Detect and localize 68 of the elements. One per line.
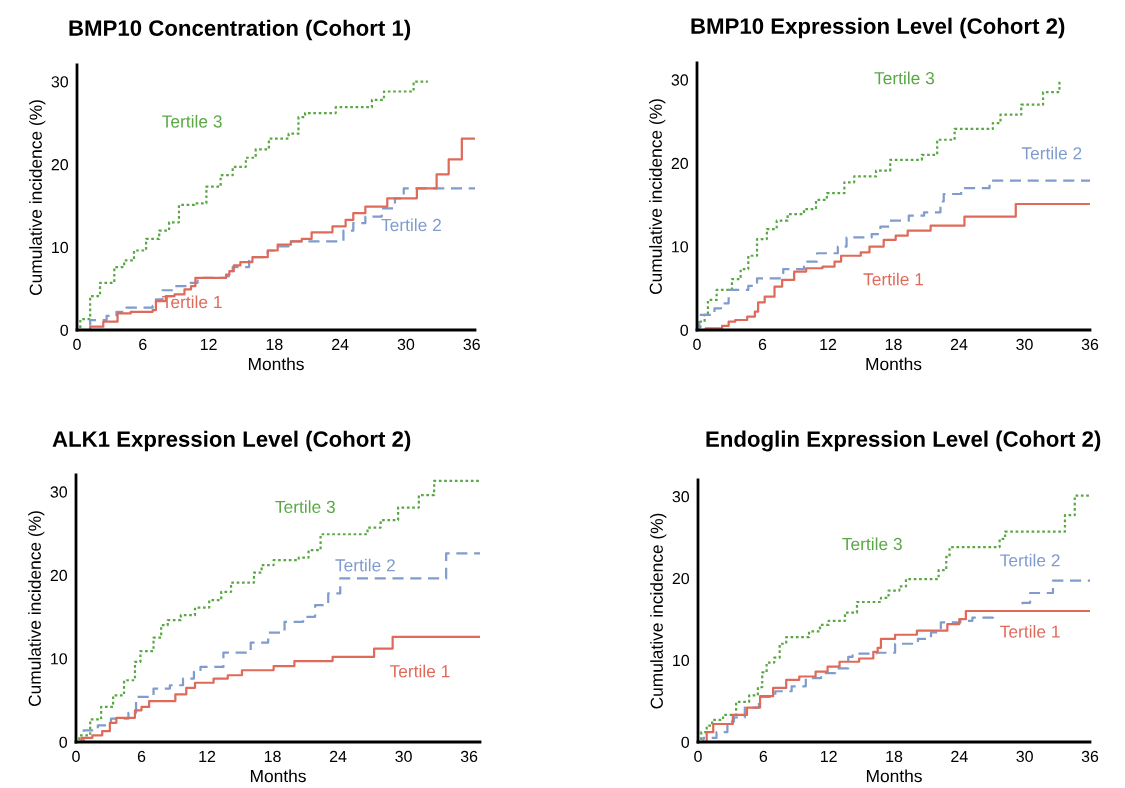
x-tick-label: 36	[1081, 750, 1099, 763]
x-axis-title: Months	[250, 769, 306, 783]
y-tick-label: 10	[672, 241, 689, 253]
y-axis-title: Cumulative incidence (%)	[29, 100, 46, 296]
y-axis-title: Cumulative incidence (%)	[28, 511, 45, 707]
y-axis-title: Cumulative incidence (%)	[649, 99, 666, 295]
x-tick-label: 12	[821, 750, 837, 762]
x-tick-label: 18	[885, 338, 902, 351]
y-tick-label: 20	[672, 572, 690, 585]
x-axis-title: Months	[248, 357, 304, 371]
text: Tertile 3	[162, 114, 222, 128]
chart-title: Endoglin Expression Level (Cohort 2)	[706, 430, 1101, 452]
x-tick-label: 24	[332, 338, 349, 350]
y-tick-label: 30	[671, 74, 689, 86]
y-tick-label: 10	[51, 653, 68, 665]
y-tick-label: 0	[680, 324, 689, 336]
x-tick-label: 0	[693, 338, 701, 351]
x-tick-label: 24	[329, 750, 347, 762]
x-tick-label: 12	[820, 338, 837, 350]
text: Tertile 3	[874, 71, 935, 85]
x-tick-label: 0	[72, 750, 80, 763]
y-tick-label: 0	[681, 736, 690, 748]
x-axis-title: Months	[866, 357, 922, 371]
x-tick-label: 30	[1016, 750, 1033, 763]
y-tick-label: 20	[51, 159, 69, 171]
y-tick-label: 20	[50, 569, 68, 582]
y-tick-label: 30	[51, 76, 69, 88]
series-label: Tertile 3	[275, 500, 335, 514]
x-tick-label: 24	[950, 338, 968, 350]
x-tick-label: 12	[199, 750, 216, 762]
x-tick-label: 30	[1016, 338, 1033, 351]
x-tick-label: 36	[463, 338, 480, 351]
x-tick-label: 6	[139, 338, 147, 351]
x-tick-label: 18	[264, 750, 281, 763]
x-tick-label: 18	[266, 338, 283, 351]
series-label: Tertile 1	[162, 295, 222, 309]
series-label: Tertile 3	[842, 537, 902, 551]
x-tick-label: 30	[395, 750, 412, 763]
series-label: Tertile 2	[381, 218, 441, 232]
x-tick-label: 0	[73, 338, 81, 351]
series-label: Tertile 1	[389, 664, 450, 678]
x-tick-label: 0	[694, 750, 702, 763]
x-tick-label: 36	[1081, 338, 1099, 351]
y-tick-label: 10	[673, 654, 690, 667]
x-tick-label: 18	[886, 750, 903, 763]
x-tick-label: 6	[758, 338, 767, 351]
series-label: Tertile 2	[1021, 146, 1082, 160]
series-label: Tertile 1	[1000, 625, 1060, 638]
x-tick-label: 6	[759, 750, 768, 763]
y-tick-label: 20	[671, 157, 689, 170]
x-tick-label: 36	[460, 750, 478, 763]
x-tick-label: 24	[951, 750, 968, 762]
chart-title: BMP10 Expression Level (Cohort 2)	[691, 17, 1065, 39]
series-label: Tertile 2	[335, 558, 395, 572]
x-tick-label: 6	[137, 750, 146, 763]
y-tick-label: 10	[52, 241, 69, 254]
series-label: Tertile 2	[1000, 553, 1060, 567]
series-label: Tertile 1	[863, 272, 924, 286]
x-axis-title: Months	[866, 769, 922, 783]
x-tick-label: 12	[200, 338, 217, 350]
x-tick-label: 30	[397, 338, 415, 351]
y-axis-title: Cumulative incidence (%)	[650, 513, 667, 709]
y-tick-label: 30	[672, 491, 690, 503]
y-tick-label: 0	[59, 736, 68, 748]
y-tick-label: 30	[50, 486, 68, 498]
y-tick-label: 0	[60, 324, 69, 336]
chart-title: ALK1 Expression Level (Cohort 2)	[52, 430, 411, 452]
chart-title: BMP10 Concentration (Cohort 1)	[69, 19, 411, 41]
